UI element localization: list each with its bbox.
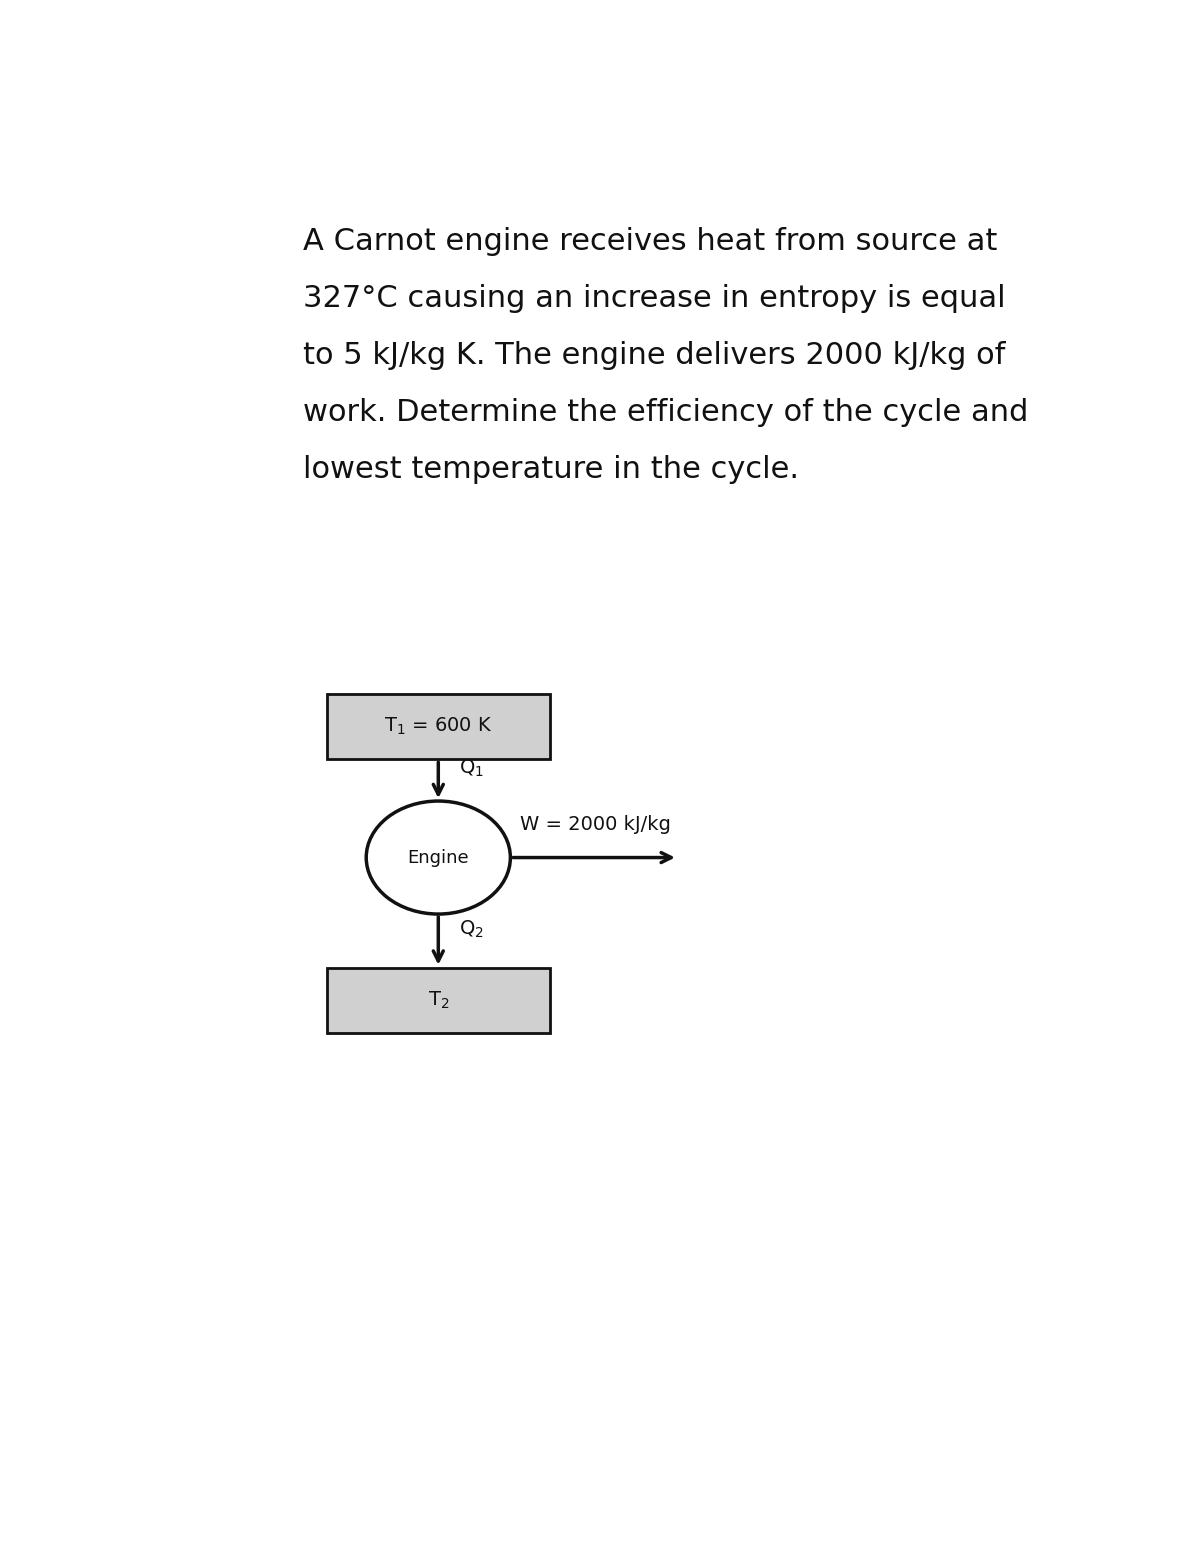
Ellipse shape	[366, 800, 510, 915]
Text: to 5 kJ/kg K. The engine delivers 2000 kJ/kg of: to 5 kJ/kg K. The engine delivers 2000 k…	[304, 341, 1006, 371]
Bar	[326, 694, 550, 760]
Text: T$_2$: T$_2$	[427, 990, 449, 1010]
Bar	[326, 967, 550, 1034]
Text: Q$_2$: Q$_2$	[458, 918, 484, 939]
Text: work. Determine the efficiency of the cycle and: work. Determine the efficiency of the cy…	[304, 399, 1028, 428]
Text: T$_1$ = 600 K: T$_1$ = 600 K	[384, 715, 492, 737]
Text: 327°C causing an increase in entropy is equal: 327°C causing an increase in entropy is …	[304, 284, 1006, 314]
Bar	[326, 967, 550, 1034]
Text: Q$_1$: Q$_1$	[458, 757, 484, 779]
Text: A Carnot engine receives heat from source at: A Carnot engine receives heat from sourc…	[304, 227, 998, 256]
Bar	[326, 694, 550, 760]
Text: Engine: Engine	[408, 848, 469, 867]
Text: W = 2000 kJ/kg: W = 2000 kJ/kg	[520, 814, 671, 834]
Text: lowest temperature in the cycle.: lowest temperature in the cycle.	[304, 456, 799, 485]
